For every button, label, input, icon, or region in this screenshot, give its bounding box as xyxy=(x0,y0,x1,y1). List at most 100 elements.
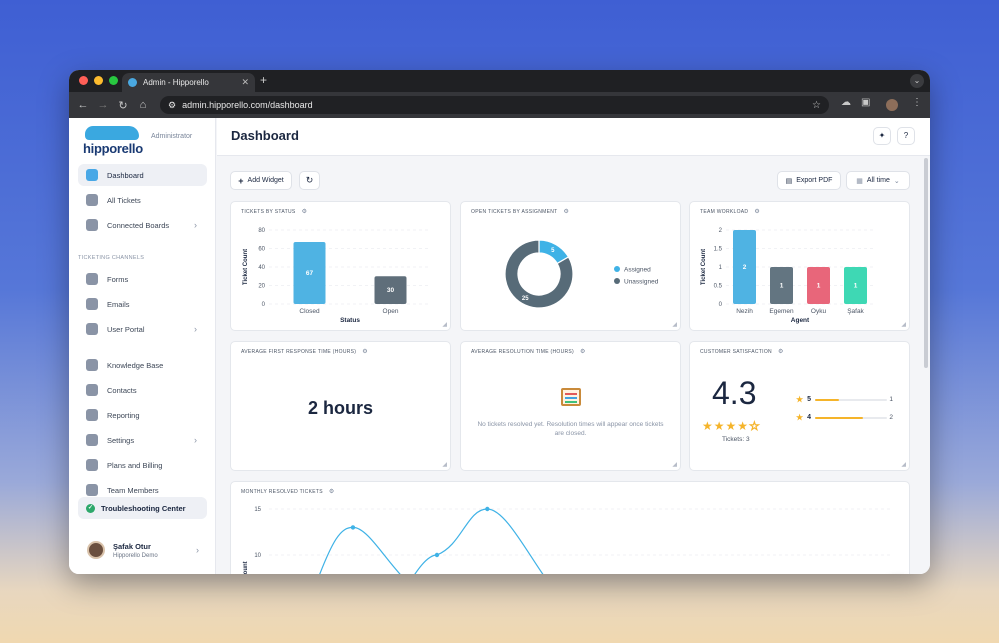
bookmark-star-icon[interactable]: ☆ xyxy=(812,99,821,111)
profile-avatar-icon[interactable] xyxy=(886,99,898,111)
home-page-icon[interactable]: ⌂ xyxy=(139,99,147,111)
gear-icon[interactable]: ⚙ xyxy=(777,349,784,355)
close-window-button[interactable] xyxy=(79,76,88,85)
reload-icon[interactable]: ↻ xyxy=(118,99,128,112)
sidebar: hipporello Administrator Dashboard All T… xyxy=(69,118,216,574)
rating-bar-fill xyxy=(815,398,839,401)
sidebar-item-team-members[interactable]: Team Members xyxy=(78,479,207,501)
ai-sparkle-button[interactable]: ✦ xyxy=(873,127,891,145)
chevron-right-icon: › xyxy=(196,545,199,555)
user-org: Hipporello Demo xyxy=(113,552,158,559)
sidebar-item-knowledge-base[interactable]: Knowledge Base xyxy=(78,354,207,376)
sidebar-item-forms[interactable]: Forms xyxy=(78,268,207,290)
sidebar-item-contacts[interactable]: Contacts xyxy=(78,379,207,401)
legend-label: Unassigned xyxy=(624,279,659,286)
resize-handle-icon[interactable]: ◢ xyxy=(442,462,447,468)
extension-icon[interactable]: ☁ xyxy=(841,97,851,108)
date-range-select[interactable]: ▦ All time ⌄ xyxy=(846,171,910,190)
sidebar-item-all-tickets[interactable]: All Tickets xyxy=(78,189,207,211)
sidebar-item-dashboard[interactable]: Dashboard xyxy=(78,164,207,186)
main-scrollbar[interactable] xyxy=(924,158,928,368)
sidebar-item-label: Team Members xyxy=(107,485,159,495)
widget-title-text: AVERAGE FIRST RESPONSE TIME (HOURS) xyxy=(241,348,357,355)
workload-bar-chart: 0 0.5 1 1.5 2 Ticket Count 2 Nezih 1 Egemen 1 Oyku 1… xyxy=(701,228,874,324)
gear-icon[interactable]: ⚙ xyxy=(754,209,761,215)
page-title: Dashboard xyxy=(231,128,299,143)
avatar xyxy=(87,541,105,559)
x-tick-label: Egemen xyxy=(769,308,794,315)
url-field[interactable]: ⚙ admin.hipporello.com/dashboard ☆ xyxy=(160,96,829,114)
resize-handle-icon[interactable]: ◢ xyxy=(672,462,677,468)
sidebar-item-emails[interactable]: Emails xyxy=(78,293,207,315)
rating-label: 5 xyxy=(807,396,812,403)
user-profile[interactable]: Şafak Otur Hipporello Demo › xyxy=(78,535,207,565)
sidebar-item-reporting[interactable]: Reporting xyxy=(78,404,207,426)
y-tick-label: 1.5 xyxy=(714,247,723,253)
x-tick-label: Nezih xyxy=(736,308,753,315)
assignment-donut-chart: 5 25 Assigned Unassigned xyxy=(504,239,659,309)
bar xyxy=(807,267,830,304)
refresh-button[interactable]: ↻ xyxy=(299,171,320,190)
bar xyxy=(374,276,407,304)
new-tab-button[interactable]: + xyxy=(260,73,268,87)
sidebar-item-connected-boards[interactable]: Connected Boards › xyxy=(78,214,207,236)
bar xyxy=(844,267,867,304)
sidebar-item-label: All Tickets xyxy=(107,195,141,205)
billing-icon xyxy=(86,459,98,471)
tab-search-icon[interactable]: ⌄ xyxy=(910,74,924,88)
resize-handle-icon[interactable]: ◢ xyxy=(901,462,906,468)
empty-star-icon: ☆ xyxy=(749,419,761,434)
gear-icon[interactable]: ⚙ xyxy=(563,209,570,215)
minimize-window-button[interactable] xyxy=(94,76,103,85)
bar-value-label: 1 xyxy=(817,283,821,290)
app-root: hipporello Administrator Dashboard All T… xyxy=(69,118,930,574)
resize-handle-icon[interactable]: ◢ xyxy=(672,322,677,328)
gear-icon[interactable]: ⚙ xyxy=(362,349,368,355)
rating-count-4: 2 xyxy=(889,414,893,421)
role-label: Administrator xyxy=(151,133,193,140)
widget-title: OPEN TICKETS BY ASSIGNMENT ⚙ xyxy=(471,208,570,216)
sidebar-item-user-portal[interactable]: User Portal › xyxy=(78,318,207,340)
y-tick-label: 0.5 xyxy=(714,284,723,290)
rating-row-4: ★ 4 xyxy=(796,413,896,422)
sidebar-item-label: Emails xyxy=(107,299,130,309)
forward-icon[interactable]: → xyxy=(97,99,109,111)
legend-swatch xyxy=(614,266,620,272)
troubleshooting-center-button[interactable]: ✓ Troubleshooting Center xyxy=(78,497,207,519)
sidebar-item-label: Connected Boards xyxy=(107,220,170,230)
sidebar-item-label: Reporting xyxy=(107,410,140,420)
browser-tab[interactable]: Admin - Hipporello ✕ xyxy=(122,73,255,92)
y-axis-label: Ticket Count xyxy=(701,249,707,285)
brand-logo[interactable]: hipporello xyxy=(81,126,143,156)
add-widget-button[interactable]: + Add Widget xyxy=(230,171,292,190)
widget-open-by-assignment: OPEN TICKETS BY ASSIGNMENT ⚙ 5 25 Assigned… xyxy=(460,201,681,331)
url-text: admin.hipporello.com/dashboard xyxy=(182,100,313,110)
brand-name: hipporello xyxy=(83,141,143,156)
troubleshooting-label: Troubleshooting Center xyxy=(101,503,186,513)
sidebar-item-settings[interactable]: Settings › xyxy=(78,429,207,451)
hippo-logo-icon xyxy=(85,126,139,140)
puzzle-icon[interactable]: ▣ xyxy=(861,97,871,108)
site-settings-icon[interactable]: ⚙ xyxy=(168,99,177,110)
browser-menu-icon[interactable]: ⋮ xyxy=(912,97,922,108)
legend-label: Assigned xyxy=(624,267,651,274)
email-icon xyxy=(86,298,98,310)
first-response-value: 2 hours xyxy=(307,398,373,418)
home-icon xyxy=(86,169,98,181)
gear-icon[interactable]: ⚙ xyxy=(328,489,335,495)
tickets-icon xyxy=(86,194,98,206)
y-tick-label: 15 xyxy=(254,507,261,513)
back-icon[interactable]: ← xyxy=(77,99,89,111)
gear-icon[interactable]: ⚙ xyxy=(580,349,586,355)
gear-icon[interactable]: ⚙ xyxy=(301,209,308,215)
maximize-window-button[interactable] xyxy=(109,76,118,85)
resize-handle-icon[interactable]: ◢ xyxy=(901,322,906,328)
date-range-value: All time xyxy=(866,177,890,184)
csat-ticket-count: Tickets: 3 xyxy=(722,436,750,443)
export-pdf-button[interactable]: ▤ Export PDF xyxy=(777,171,841,190)
resize-handle-icon[interactable]: ◢ xyxy=(442,322,447,328)
close-tab-icon[interactable]: ✕ xyxy=(241,77,249,87)
sidebar-item-plans-billing[interactable]: Plans and Billing xyxy=(78,454,207,476)
help-button[interactable]: ? xyxy=(897,127,915,145)
bar-value-label: 30 xyxy=(387,287,395,294)
